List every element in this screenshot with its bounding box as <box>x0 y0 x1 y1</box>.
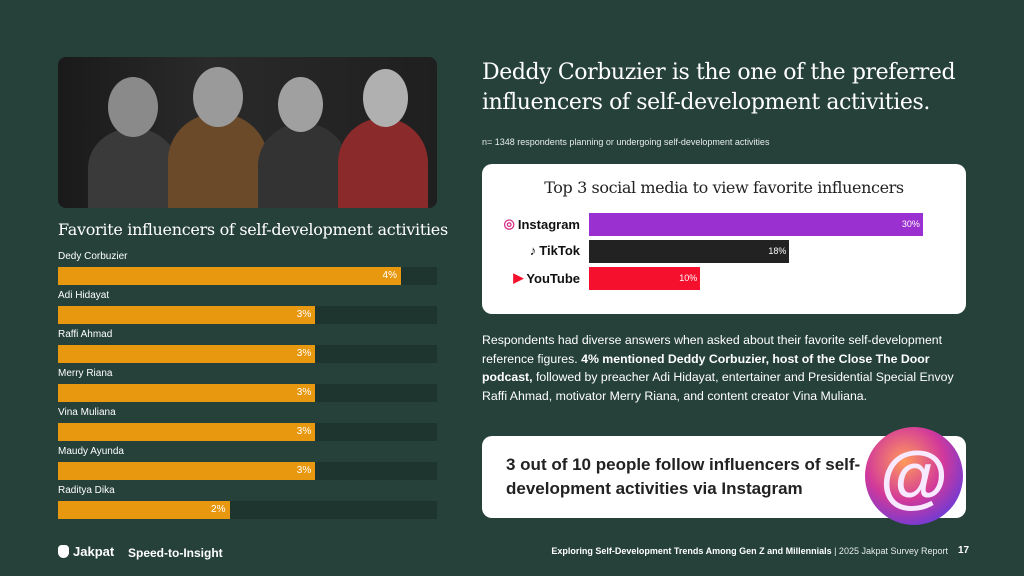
bar-value-label: 30% <box>901 219 920 229</box>
report-name: Exploring Self-Development Trends Among … <box>551 546 832 556</box>
bar: 18% <box>589 240 790 263</box>
bar-category-label: Adi Hidayat <box>58 290 110 301</box>
bar: 10% <box>589 267 701 290</box>
bar-category-label: Raditya Dika <box>58 485 115 496</box>
sample-note: n= 1348 respondents planning or undergoi… <box>482 137 770 147</box>
platform-logo: ▶ YouTube <box>513 270 580 286</box>
callout-text: 3 out of 10 people follow influencers of… <box>506 455 861 498</box>
tiktok-icon: ♪ <box>529 243 537 258</box>
bar-category-label: Merry Riana <box>58 368 113 379</box>
influencers-photo <box>58 57 437 208</box>
page-number: 17 <box>958 545 970 556</box>
bar-track: 3% <box>58 462 437 480</box>
report-title: Exploring Self-Development Trends Among … <box>551 546 948 556</box>
brand-name: Jakpat <box>73 544 115 559</box>
bar: 3% <box>58 423 316 441</box>
bar-track: 3% <box>58 306 437 324</box>
bar: 3% <box>58 384 316 402</box>
influencers-chart-title: Favorite influencers of self-development… <box>58 220 448 239</box>
body-paragraph: Respondents had diverse answers when ask… <box>482 331 962 405</box>
bar: 4% <box>58 267 401 285</box>
chat-bubble-icon <box>58 545 69 558</box>
bar-value-label: 3% <box>296 426 312 437</box>
bar: 3% <box>58 345 316 363</box>
headline: Deddy Corbuzier is the one of the prefer… <box>482 60 956 115</box>
social-chart-title: Top 3 social media to view favorite infl… <box>544 178 904 197</box>
bar-value-label: 3% <box>296 309 312 320</box>
instagram-icon: ◎ <box>503 216 515 231</box>
jakpat-logo: Jakpat <box>58 544 114 559</box>
body-highlight: 4% mentioned Deddy Corbuzier, host of th… <box>482 351 930 385</box>
youtube-icon: ▶ <box>513 270 524 285</box>
bar-track: 4% <box>58 267 437 285</box>
body-text: Respondents had diverse answers when ask… <box>482 333 943 366</box>
report-subtitle: | 2025 Jakpat Survey Report <box>831 546 948 556</box>
tagline: Speed-to-Insight <box>128 546 223 560</box>
body-text: followed by preacher Adi Hidayat, entert… <box>482 370 954 403</box>
platform-logo: ◎ Instagram <box>504 216 580 232</box>
bar: 30% <box>589 213 923 236</box>
bar-category-label: Raffi Ahmad <box>58 329 113 340</box>
platform-name: YouTube <box>526 270 580 286</box>
bar-value-label: 2% <box>211 504 226 515</box>
bar-value-label: 18% <box>768 246 787 256</box>
bar-value-label: 10% <box>679 273 698 283</box>
bar: 3% <box>58 462 316 480</box>
social-media-card: Top 3 social media to view favorite infl… <box>482 164 966 314</box>
bar-value-label: 3% <box>296 387 312 398</box>
bar-category-label: Vina Muliana <box>58 407 116 418</box>
bar-track: 3% <box>58 384 437 402</box>
bar-value-label: 3% <box>296 465 312 476</box>
platform-name: TikTok <box>539 243 580 258</box>
platform-logo: ♪ TikTok <box>530 243 580 258</box>
bar-track: 2% <box>58 501 437 519</box>
at-sign-icon: @ <box>865 427 963 525</box>
bar-value-label: 3% <box>296 348 312 359</box>
bar-track: 3% <box>58 423 437 441</box>
bar: 3% <box>58 306 316 324</box>
bar-value-label: 4% <box>382 270 397 281</box>
platform-name: Instagram <box>517 216 580 232</box>
bar: 2% <box>58 501 230 519</box>
bar-category-label: Dedy Corbuzier <box>58 251 128 262</box>
bar-track: 3% <box>58 345 437 363</box>
bar-category-label: Maudy Ayunda <box>58 446 124 457</box>
